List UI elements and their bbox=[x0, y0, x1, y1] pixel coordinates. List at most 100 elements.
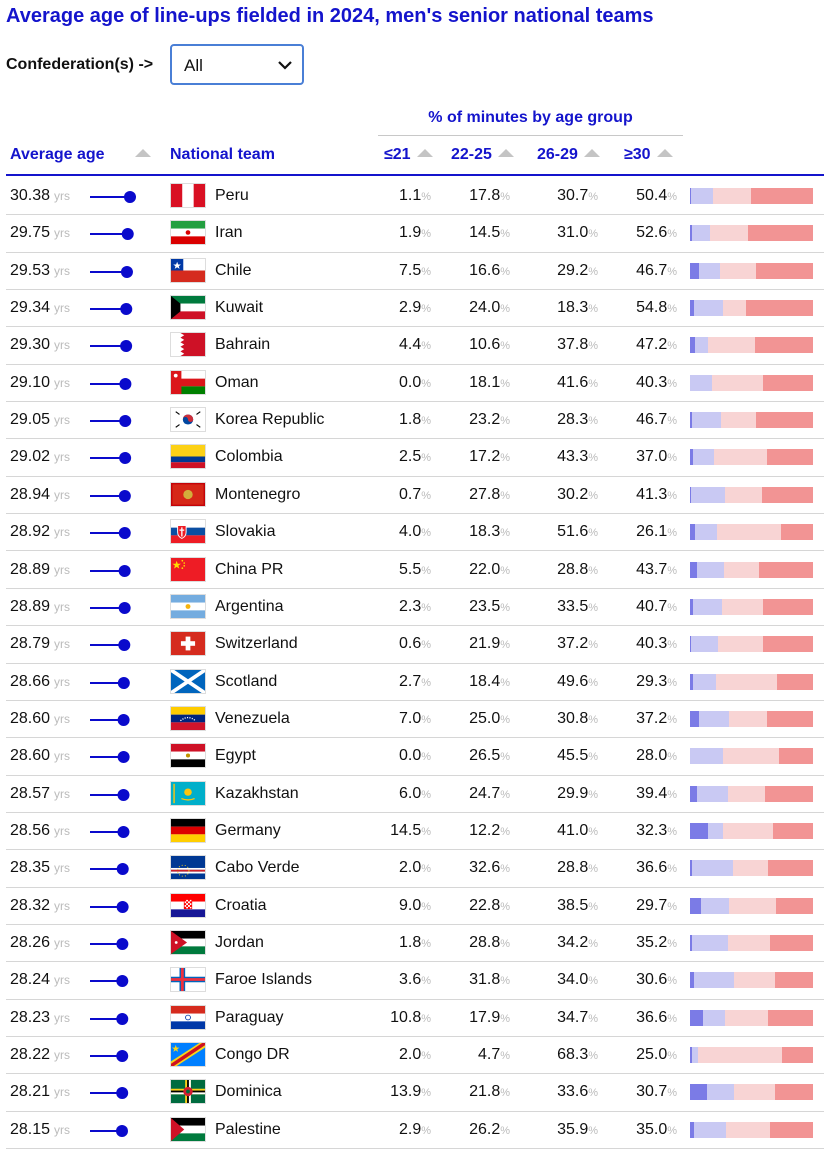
row-divider bbox=[6, 326, 824, 328]
g1-pct-cell: 4.4% bbox=[399, 336, 431, 354]
pct-value: 2.9 bbox=[398, 1120, 422, 1138]
g3-pct-cell: 30.8% bbox=[557, 710, 598, 728]
stacked-bar-segment-g3 bbox=[708, 337, 755, 354]
table-row[interactable]: 28.22 yrs Congo DR 2.0% 4.7% 68.3% 25.0% bbox=[0, 1037, 824, 1075]
average-age-cell: 28.21 yrs bbox=[10, 1083, 70, 1101]
row-divider bbox=[6, 289, 824, 291]
stacked-bar-segment-g3 bbox=[722, 748, 779, 765]
table-row[interactable]: 29.34 yrs Kuwait 2.9% 24.0% 18.3% 54.8% bbox=[0, 290, 824, 328]
percent-sign: % bbox=[667, 1050, 677, 1063]
percent-sign: % bbox=[667, 751, 677, 764]
average-age-cell: 28.92 yrs bbox=[10, 523, 70, 541]
table-row[interactable]: 28.23 yrs Paraguay 10.8% 17.9% 34.7% 36.6% bbox=[0, 1000, 824, 1038]
congodr-flag-icon bbox=[170, 1042, 206, 1068]
sort-icon[interactable] bbox=[583, 148, 600, 157]
table-row[interactable]: 29.30 yrs Bahrain 4.4% 10.6% 37.8% 47.2% bbox=[0, 327, 824, 365]
g3-pct-cell: 41.6% bbox=[557, 374, 598, 392]
team-header[interactable]: National team bbox=[170, 146, 275, 164]
stacked-bar-segment-g4 bbox=[764, 785, 813, 802]
table-row[interactable]: 29.02 yrs Colombia 2.5% 17.2% 43.3% 37.0% bbox=[0, 439, 824, 477]
table-row[interactable]: 28.32 yrs Croatia 9.0% 22.8% 38.5% 29.7% bbox=[0, 888, 824, 925]
g4-pct-cell: 29.3% bbox=[636, 673, 677, 691]
table-row[interactable]: 28.66 yrs Scotland 2.7% 18.4% 49.6% 29.3% bbox=[0, 664, 824, 701]
china-flag-icon bbox=[170, 556, 206, 582]
pct-value: 47.2 bbox=[636, 336, 668, 354]
g3-pct-cell: 35.9% bbox=[557, 1121, 598, 1139]
age-lollipop-dot bbox=[116, 975, 129, 988]
g1-pct-cell: 1.8% bbox=[399, 934, 431, 952]
table-row[interactable]: 28.60 yrs Egypt 0.0% 26.5% 45.5% 28.0% bbox=[0, 738, 824, 776]
pct-value: 0.0 bbox=[398, 373, 422, 391]
table-row[interactable]: 28.24 yrs Faroe Islands 3.6% 31.8% 34.0% 30.6% bbox=[0, 962, 824, 1000]
table-row[interactable]: 28.94 yrs Montenegro 0.7% 27.8% 30.2% 41.3% bbox=[0, 477, 824, 515]
age-lollipop-dot bbox=[117, 676, 130, 689]
percent-sign: % bbox=[588, 751, 598, 764]
pct-value: 29.9 bbox=[557, 784, 589, 802]
table-row[interactable]: 28.79 yrs Switzerland 0.6% 21.9% 37.2% 40.3% bbox=[0, 626, 824, 664]
table-row[interactable]: 30.38 yrs Peru 1.1% 17.8% 30.7% 50.4% bbox=[0, 178, 824, 216]
age-lollipop bbox=[90, 191, 136, 203]
pct-value: 0.6 bbox=[398, 635, 422, 653]
table-row[interactable]: 28.15 yrs Palestine 2.9% 26.2% 35.9% 35.0% bbox=[0, 1112, 824, 1149]
stacked-bar-segment-g3 bbox=[717, 636, 764, 653]
g3-pct-cell: 29.9% bbox=[557, 785, 598, 803]
table-row[interactable]: 28.35 yrs Cabo Verde 2.0% 32.6% 28.8% 36.6% bbox=[0, 850, 824, 888]
age-group-stacked-bar bbox=[690, 822, 813, 839]
row-divider bbox=[6, 1073, 824, 1075]
percent-sign: % bbox=[421, 676, 431, 689]
confederation-select-value: All bbox=[184, 56, 203, 75]
average-age-cell: 28.57 yrs bbox=[10, 785, 70, 803]
stacked-bar-segment-g1 bbox=[690, 486, 691, 503]
percent-sign: % bbox=[500, 527, 510, 540]
g3-pct-cell: 43.3% bbox=[557, 448, 598, 466]
g3-header[interactable]: 26-29 bbox=[537, 146, 600, 164]
confederation-select[interactable]: All bbox=[170, 44, 304, 85]
table-row[interactable]: 29.05 yrs Korea Republic 1.8% 23.2% 28.3% 46.7… bbox=[0, 402, 824, 440]
age-lollipop-dot bbox=[119, 415, 132, 428]
table-row[interactable]: 28.56 yrs Germany 14.5% 12.2% 41.0% 32.3% bbox=[0, 813, 824, 851]
percent-sign: % bbox=[667, 938, 677, 950]
g1-header[interactable]: ≤21 bbox=[384, 146, 433, 164]
age-lollipop-dot bbox=[117, 751, 130, 764]
stacked-bar-segment-g2 bbox=[693, 449, 715, 466]
g1-pct-cell: 2.9% bbox=[399, 1121, 431, 1139]
percent-sign: % bbox=[421, 303, 431, 316]
table-row[interactable]: 28.89 yrs Argentina 2.3% 23.5% 33.5% 40.7% bbox=[0, 589, 824, 627]
g4-pct-cell: 41.3% bbox=[636, 486, 677, 504]
table-row[interactable]: 29.53 yrs Chile 7.5% 16.6% 29.2% 46.7% bbox=[0, 253, 824, 291]
stacked-bar-segment-g3 bbox=[721, 598, 763, 615]
age-lollipop bbox=[90, 676, 130, 689]
sort-icon[interactable] bbox=[134, 148, 151, 157]
stacked-bar-segment-g2 bbox=[693, 1121, 726, 1138]
table-row[interactable]: 29.75 yrs Iran 1.9% 14.5% 31.0% 52.6% bbox=[0, 215, 824, 253]
average-age-value: 28.60 bbox=[10, 747, 51, 765]
table-row[interactable]: 28.21 yrs Dominica 13.9% 21.8% 33.6% 30.7% bbox=[0, 1074, 824, 1112]
age-group-stacked-bar bbox=[690, 897, 813, 914]
table-row[interactable]: 28.92 yrs Slovakia 4.0% 18.3% 51.6% 26.1% bbox=[0, 514, 824, 552]
g4-pct-cell: 35.0% bbox=[636, 1121, 677, 1139]
percent-sign: % bbox=[667, 676, 677, 689]
percent-sign: % bbox=[667, 452, 677, 465]
table-row[interactable]: 28.60 yrs Venezuela 7.0% 25.0% 30.8% 37.2% bbox=[0, 701, 824, 739]
age-lollipop bbox=[90, 265, 133, 278]
table-row[interactable]: 28.57 yrs Kazakhstan 6.0% 24.7% 29.9% 39.4% bbox=[0, 776, 824, 813]
g2-header[interactable]: 22-25 bbox=[451, 146, 514, 164]
age-group-stacked-bar bbox=[690, 972, 813, 989]
pct-value: 37.8 bbox=[557, 336, 589, 354]
table-row[interactable]: 28.26 yrs Jordan 1.8% 28.8% 34.2% 35.2% bbox=[0, 925, 824, 963]
stacked-bar-segment-g3 bbox=[733, 972, 776, 989]
percent-sign: % bbox=[500, 228, 510, 241]
average-age-header[interactable]: Average age bbox=[10, 146, 151, 164]
g4-header[interactable]: ≥30 bbox=[624, 146, 673, 164]
average-age-cell: 28.26 yrs bbox=[10, 934, 70, 952]
g2-pct-cell: 12.2% bbox=[469, 822, 510, 840]
pct-value: 2.7 bbox=[398, 672, 422, 690]
sort-icon[interactable] bbox=[656, 148, 673, 157]
table-row[interactable]: 28.89 yrs China PR 5.5% 22.0% 28.8% 43.7% bbox=[0, 552, 824, 589]
row-divider bbox=[6, 1036, 824, 1038]
g3-pct-cell: 29.2% bbox=[557, 262, 598, 280]
sort-icon[interactable] bbox=[416, 148, 433, 157]
average-age-cell: 29.02 yrs bbox=[10, 448, 70, 466]
sort-icon[interactable] bbox=[497, 148, 514, 157]
table-row[interactable]: 29.10 yrs Oman 0.0% 18.1% 41.6% 40.3% bbox=[0, 365, 824, 403]
